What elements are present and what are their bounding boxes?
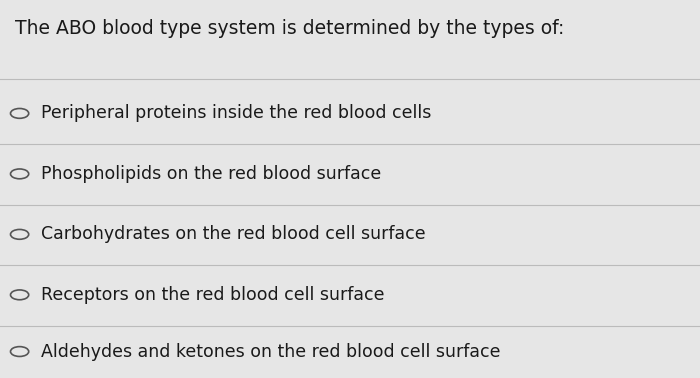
Text: Peripheral proteins inside the red blood cells: Peripheral proteins inside the red blood… [41, 104, 431, 122]
Text: Aldehydes and ketones on the red blood cell surface: Aldehydes and ketones on the red blood c… [41, 342, 500, 361]
Text: Carbohydrates on the red blood cell surface: Carbohydrates on the red blood cell surf… [41, 225, 425, 243]
Text: Phospholipids on the red blood surface: Phospholipids on the red blood surface [41, 165, 381, 183]
Text: The ABO blood type system is determined by the types of:: The ABO blood type system is determined … [15, 19, 565, 38]
Text: Receptors on the red blood cell surface: Receptors on the red blood cell surface [41, 286, 384, 304]
